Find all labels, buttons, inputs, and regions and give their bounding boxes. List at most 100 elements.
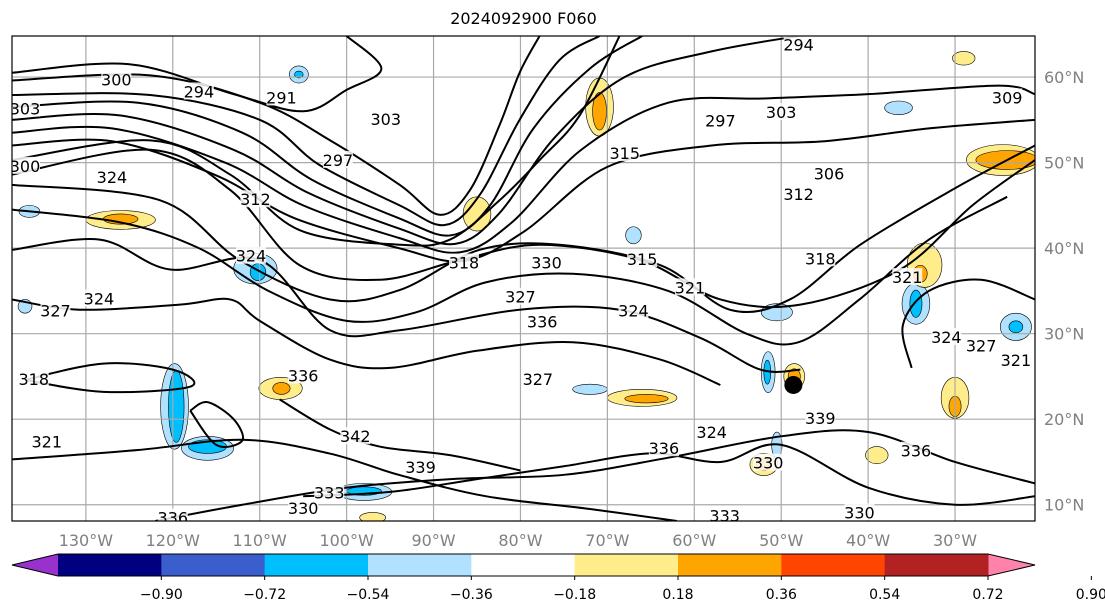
contour-label-bg — [753, 453, 784, 471]
colorbar-swatch — [884, 554, 989, 576]
lon-ticks: 130°W 120°W 110°W 100°W 90°W 80°W 70°W 60°W 50°W… — [59, 531, 978, 550]
contour-line-324 — [12, 238, 801, 373]
shaded-region — [1008, 320, 1024, 334]
colorbar-tick-label: −0.36 — [450, 587, 493, 603]
contour-label: 324 — [84, 289, 115, 308]
lon-tick-label: 80°W — [498, 531, 542, 550]
contour-label: 321 — [892, 268, 923, 287]
colorbar-tick-label: −0.72 — [243, 587, 286, 603]
contour-label: 330 — [288, 499, 319, 518]
contour-label-bg — [531, 253, 562, 271]
shaded-region — [294, 70, 304, 79]
shaded-region — [359, 512, 387, 521]
colorbar-tick-label: −0.18 — [553, 587, 596, 603]
shaded-region — [272, 382, 291, 395]
contour-line-330 — [901, 278, 1035, 369]
contour-label-bg — [705, 111, 736, 129]
colorbar-swatch — [264, 554, 369, 576]
lon-tick-label: 30°W — [933, 531, 977, 550]
colorbar-tick-label: 0.72 — [972, 587, 1003, 603]
contour-label-bg — [101, 70, 132, 88]
colorbar-swatch — [161, 554, 266, 576]
contour-label: 327 — [505, 288, 536, 307]
contour-label-bg — [266, 88, 297, 106]
contour-line-294 — [12, 36, 541, 216]
contour-label-bg — [618, 301, 649, 319]
colorbar-tick-label: 0.90 — [1076, 587, 1105, 603]
markers — [784, 375, 803, 394]
contour-line-306 — [12, 84, 1035, 254]
shaded-region — [952, 51, 976, 66]
contour-label-bg — [892, 268, 923, 286]
contour-label-bg — [648, 439, 679, 457]
contour-line-291 — [12, 36, 383, 113]
lon-tick-label: 120°W — [146, 531, 201, 550]
contour-label: 336 — [158, 508, 189, 527]
contour-label: 324 — [618, 301, 649, 320]
contour-label: 342 — [340, 427, 371, 446]
lat-tick-label: 10°N — [1044, 496, 1084, 515]
contour-label-bg — [405, 457, 436, 475]
lat-tick-label: 40°N — [1044, 239, 1084, 258]
contour-label: 303 — [370, 110, 401, 129]
contour-label: 324 — [236, 247, 267, 266]
contour-label-bg — [340, 427, 371, 445]
contour-label-bg — [627, 250, 658, 268]
contour-label: 303 — [766, 103, 797, 122]
lat-ticks: 60°N 50°N 40°N 30°N 20°N 10°N — [1044, 68, 1084, 515]
contour-line-321 — [12, 195, 1008, 346]
contour-label: 330 — [844, 503, 875, 522]
contour-label-bg — [1000, 351, 1031, 369]
lon-tick-label: 40°W — [846, 531, 890, 550]
contour-line-312 — [12, 36, 621, 247]
contour-labels: 300 294 291 303 300 324 297 312 303 324 327 324 318 3… — [10, 35, 1031, 527]
contour-line-333 — [303, 443, 1035, 506]
contour-label-bg — [18, 369, 49, 387]
shaded-region — [462, 196, 492, 232]
contour-label: 309 — [992, 88, 1023, 107]
contour-label: 291 — [266, 88, 297, 107]
contour-label-bg — [183, 82, 214, 100]
shaded-region — [909, 289, 923, 318]
colorbar-tick-label: 0.36 — [766, 587, 797, 603]
contour-label: 327 — [523, 370, 554, 389]
lon-tick-label: 100°W — [319, 531, 374, 550]
contour-label: 327 — [40, 301, 71, 320]
contour-label-bg — [322, 150, 353, 168]
contour-line-333 — [189, 401, 245, 448]
map-frame — [11, 35, 1036, 522]
colorbar-swatch — [58, 554, 162, 576]
contour-label-bg — [31, 432, 62, 450]
contour-label-bg — [709, 506, 740, 521]
contour-label: 294 — [783, 35, 814, 54]
contour-label: 312 — [240, 190, 271, 209]
lon-tick-label: 130°W — [59, 531, 114, 550]
chart-title: 2024092900 F060 — [450, 9, 597, 28]
contour-label-bg — [288, 499, 319, 517]
contour-line-297 — [12, 36, 601, 227]
contour-label: 300 — [101, 70, 132, 89]
contour-label: 324 — [696, 423, 727, 442]
contour-line-300 — [12, 36, 643, 237]
contour-label: 336 — [527, 313, 558, 332]
shaded-region — [884, 100, 913, 115]
lon-tick-label: 60°W — [672, 531, 716, 550]
contour-label: 300 — [10, 157, 41, 176]
contour-label: 318 — [449, 254, 480, 273]
contour-label: 321 — [31, 432, 62, 451]
contour-label-bg — [40, 301, 71, 319]
colorbar-swatch — [471, 554, 576, 576]
contour-label-bg — [805, 409, 836, 427]
contour-label: 321 — [675, 278, 706, 297]
lat-tick-label: 50°N — [1044, 154, 1084, 173]
contour-label: 297 — [323, 151, 354, 170]
contour-label: 324 — [97, 168, 128, 187]
contour-label-bg — [448, 253, 479, 271]
contour-label-bg — [805, 249, 836, 267]
colorbar-tick-label: 0.18 — [662, 587, 693, 603]
contour-label: 303 — [10, 100, 41, 119]
contour-line-318 — [24, 362, 196, 394]
contour-label: 327 — [966, 337, 997, 356]
contour-label-bg — [96, 167, 127, 185]
contour-label: 330 — [753, 454, 784, 473]
